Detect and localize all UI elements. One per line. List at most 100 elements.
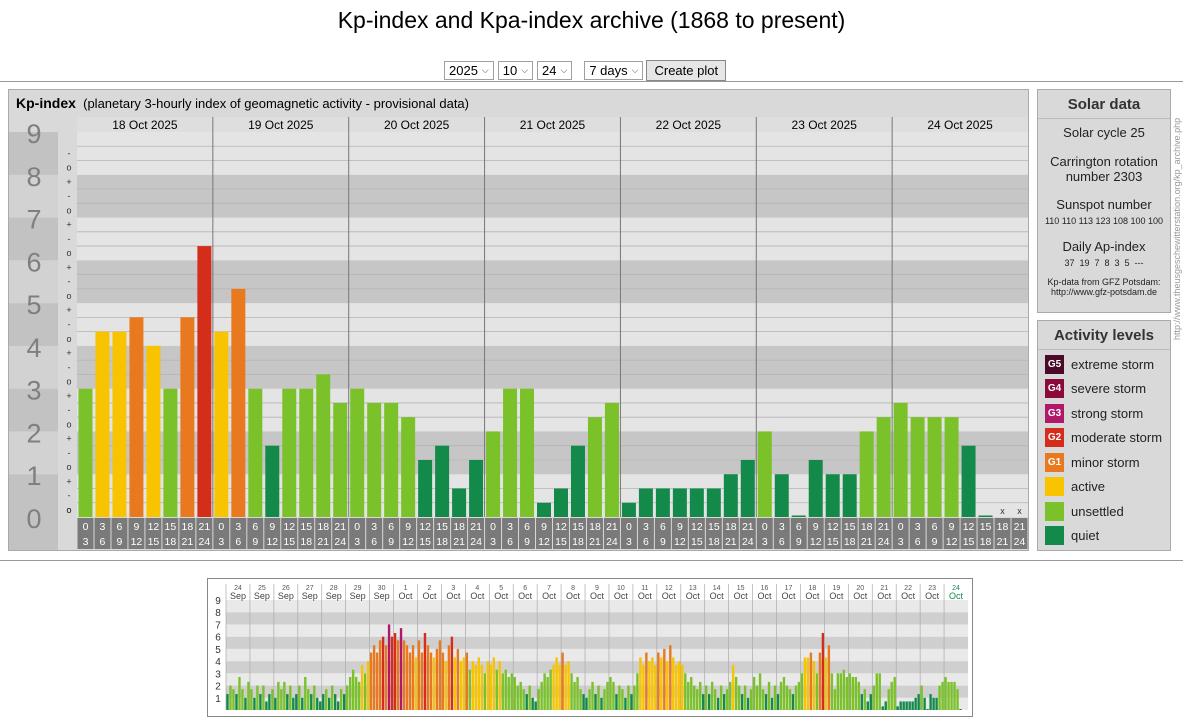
overview-bar (381, 636, 385, 710)
overview-bar (268, 694, 271, 710)
overview-bar (675, 664, 678, 710)
interval-end: 12 (538, 536, 550, 548)
interval-box (315, 518, 332, 549)
interval-start: 18 (182, 521, 194, 533)
overview-bar (633, 685, 636, 710)
sub-level-mark: o (66, 205, 71, 215)
overview-bar (325, 689, 328, 710)
interval-box (977, 518, 994, 549)
interval-start: 9 (677, 521, 683, 533)
day-label: 24 Oct 2025 (927, 118, 993, 132)
overview-bar (896, 706, 899, 710)
range-select[interactable]: 7 days ⌵ (584, 60, 644, 80)
overview-y-tick: 3 (215, 669, 221, 680)
overview-bar (453, 657, 457, 710)
overview-bar (516, 685, 519, 710)
overview-bar (815, 673, 819, 710)
overview-bar (818, 652, 822, 710)
overview-bar (513, 677, 516, 710)
kp-bar (248, 388, 263, 517)
year-select[interactable]: 2025 ⌵ (444, 60, 494, 80)
overview-bar (594, 694, 597, 710)
overview-day-month: Oct (590, 591, 605, 601)
overview-bar (426, 645, 430, 710)
kp-bar (876, 417, 891, 517)
overview-bar (492, 657, 495, 710)
overview-bar (354, 677, 358, 710)
overview-bar (322, 694, 325, 710)
interval-start: 6 (932, 521, 938, 533)
y-band (9, 132, 58, 175)
overview-day-number: 24 (952, 585, 960, 592)
overview-bar (669, 645, 672, 710)
interval-box (434, 518, 451, 549)
interval-box (179, 518, 196, 549)
overview-bar (782, 677, 786, 710)
kp-bar (537, 502, 551, 517)
kp-bar (910, 417, 925, 517)
interval-end: 9 (388, 536, 394, 548)
overview-bar (779, 681, 783, 710)
overview-bar (483, 673, 486, 710)
kp-bar (469, 459, 484, 517)
interval-end: 24 (470, 536, 482, 548)
interval-box (688, 518, 705, 549)
overview-bar (908, 701, 911, 710)
overview-bar (304, 677, 307, 710)
overview-bar (776, 694, 780, 710)
overview-bar (283, 681, 286, 710)
overview-bar (788, 689, 792, 710)
interval-box (654, 518, 671, 549)
sub-level-mark: - (68, 405, 71, 415)
overview-bar (681, 664, 684, 710)
overview-day-number: 17 (785, 585, 793, 592)
overview-bar (522, 689, 525, 710)
overview-day-number: 21 (880, 585, 888, 592)
interval-start: 9 (405, 521, 411, 533)
overview-y-tick: 9 (215, 596, 221, 607)
overview-band (226, 685, 968, 698)
interval-start: 21 (742, 521, 754, 533)
overview-day-month: Oct (614, 591, 629, 601)
day-value: 24 (542, 62, 557, 78)
overview-bar (408, 652, 412, 710)
chevron-down-icon: ⌵ (481, 64, 489, 75)
month-select[interactable]: 10 ⌵ (497, 60, 534, 80)
interval-start: 0 (898, 521, 904, 533)
kp-bar (401, 417, 416, 517)
kp-bar (740, 459, 755, 517)
overview-bar (911, 701, 914, 710)
kp-bar (146, 345, 161, 517)
interval-end: 12 (266, 536, 278, 548)
overview-bar (785, 685, 789, 710)
source-line-2: http://www.gfz-potsdam.de (1050, 287, 1158, 297)
overview-band (226, 636, 968, 649)
overview-bar (800, 673, 804, 710)
create-plot-button[interactable]: Create plot (646, 59, 727, 81)
activity-level-swatch: G4 (1045, 379, 1064, 399)
interval-box (485, 518, 502, 549)
overview-bar (393, 633, 397, 710)
kp-bar (604, 402, 619, 517)
kp-bar (95, 331, 110, 517)
interval-start: 6 (660, 521, 666, 533)
overview-day-month: Oct (781, 591, 796, 601)
overview-bar (866, 701, 869, 710)
interval-box (892, 518, 909, 549)
overview-band (226, 600, 968, 613)
overview-bar (337, 701, 340, 710)
day-select[interactable]: 24 ⌵ (537, 60, 573, 80)
y-band (9, 388, 58, 432)
activity-level-item: G5 extreme storm (1038, 352, 1170, 377)
overview-bar (663, 648, 666, 710)
kp-bar (554, 488, 568, 517)
overview-bar (639, 657, 642, 710)
interval-box (536, 518, 552, 549)
overview-bar (848, 673, 852, 710)
overview-bar (902, 701, 905, 710)
overview-bar (250, 689, 253, 710)
overview-bar (699, 681, 702, 710)
interval-start: 12 (963, 521, 975, 533)
solar-data-panel: Solar data Solar cycle 25 Carrington rot… (1037, 89, 1171, 313)
overview-day-number: 22 (904, 585, 912, 592)
